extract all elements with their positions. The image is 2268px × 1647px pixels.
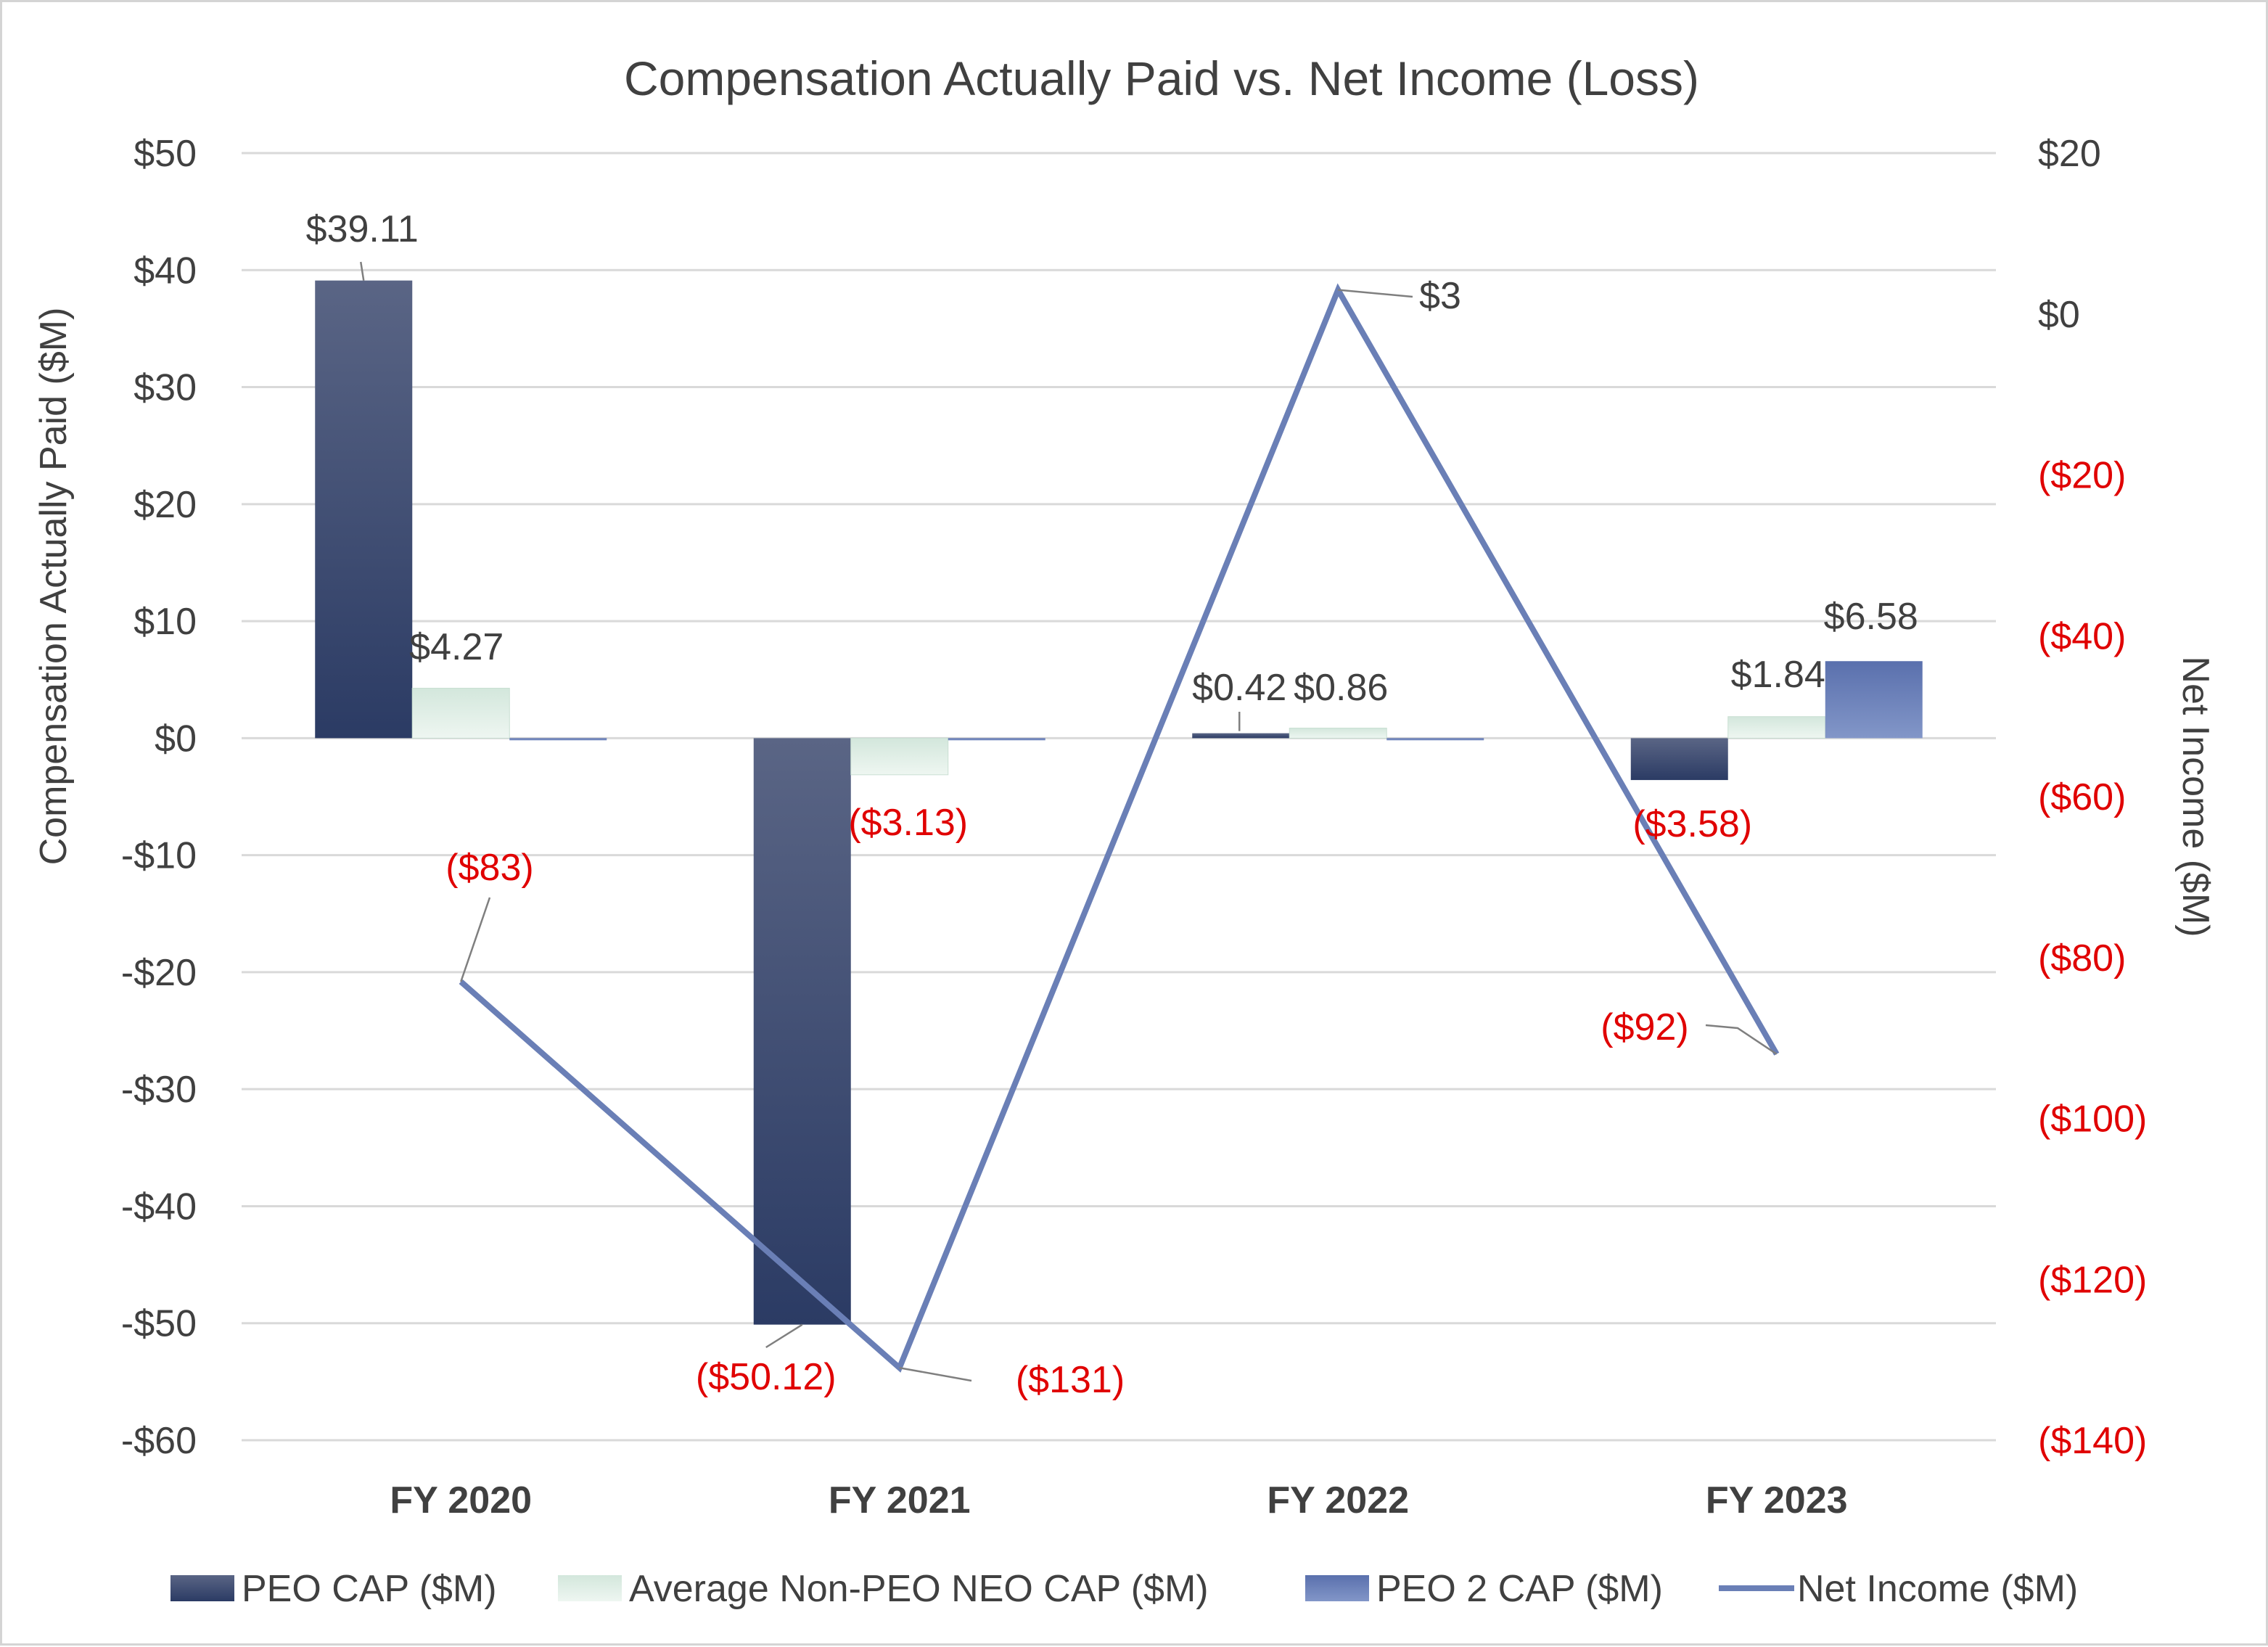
category-label: FY 2021 (829, 1479, 971, 1521)
left-axis-ticks: $50 $40 $30 $20 $10 $0 -$10 -$20 -$30 -$40 -$50 -$6… (121, 133, 197, 1462)
data-label-net-income: $3 (1419, 275, 1461, 317)
left-tick-label: -$50 (121, 1303, 197, 1345)
data-label-net-income: ($83) (445, 847, 533, 889)
left-tick-label: -$30 (121, 1069, 197, 1111)
data-label-non-peo-cap: $1.84 (1731, 654, 1825, 696)
left-tick-label: -$40 (121, 1186, 197, 1228)
leader-line (899, 1366, 972, 1382)
data-label-peo-cap: ($50.12) (696, 1356, 837, 1398)
label-leader-lines (360, 261, 1778, 1382)
leader-line (360, 261, 365, 281)
right-tick-label: ($140) (2038, 1420, 2147, 1462)
legend-label: PEO CAP ($M) (242, 1568, 497, 1610)
left-axis-title: Compensation Actually Paid ($M) (33, 308, 75, 866)
bars (315, 280, 1923, 1325)
left-tick-label: $20 (133, 484, 197, 526)
legend-swatch-0 (170, 1575, 234, 1601)
data-label-peo-cap: $0.42 (1192, 667, 1286, 709)
legend: PEO CAP ($M) Average Non-PEO NEO CAP ($M)… (170, 1568, 2078, 1610)
bar-peo-cap (1630, 738, 1728, 781)
data-label-non-peo-cap: $0.86 (1294, 667, 1388, 709)
right-tick-label: ($120) (2038, 1259, 2147, 1301)
legend-label: Average Non-PEO NEO CAP ($M) (629, 1568, 1209, 1610)
category-label: FY 2022 (1267, 1479, 1409, 1521)
bar-peo2-cap (1825, 661, 1923, 739)
data-labels: $39.11 ($50.12) $0.42 ($3.58) $4.27 ($3.13) $0… (306, 208, 1918, 1401)
right-tick-label: ($60) (2038, 776, 2126, 818)
bar-peo2-cap (1386, 738, 1484, 741)
data-label-peo-cap: ($3.58) (1632, 803, 1752, 845)
right-tick-label: ($80) (2038, 937, 2126, 979)
leader-line (1338, 289, 1413, 298)
net-income-line-layer (459, 283, 1780, 1373)
left-tick-label: $30 (133, 367, 197, 409)
bar-non-peo-cap (411, 688, 510, 739)
left-tick-label: -$20 (121, 952, 197, 994)
bar-peo-cap (753, 738, 851, 1325)
chart-title: Compensation Actually Paid vs. Net Incom… (624, 52, 1699, 105)
gridlines (242, 152, 1996, 1442)
right-tick-label: ($40) (2038, 615, 2126, 657)
leader-line (460, 897, 491, 982)
right-axis-ticks: $20 $0 ($20) ($40) ($60) ($80) ($100) ($120) ($1… (2038, 133, 2147, 1462)
data-label-net-income: ($131) (1016, 1359, 1125, 1401)
legend-label: PEO 2 CAP ($M) (1376, 1568, 1663, 1610)
leader-line (765, 1323, 803, 1349)
bar-peo-cap (315, 280, 413, 739)
category-label: FY 2023 (1706, 1479, 1848, 1521)
right-tick-label: ($20) (2038, 455, 2126, 497)
data-label-peo-cap: $39.11 (306, 208, 419, 250)
right-tick-label: $0 (2038, 294, 2080, 336)
left-tick-label: $0 (155, 718, 197, 760)
left-tick-label: $10 (133, 601, 197, 643)
right-tick-label: $20 (2038, 133, 2101, 175)
category-labels: FY 2020 FY 2021 FY 2022 FY 2023 (390, 1479, 1847, 1521)
bar-peo2-cap (509, 738, 607, 741)
data-label-net-income: ($92) (1601, 1006, 1688, 1048)
right-axis-title: Net Income ($M) (2174, 656, 2216, 937)
data-label-peo2-cap: $6.58 (1824, 596, 1918, 638)
left-tick-label: -$60 (121, 1420, 197, 1462)
bar-non-peo-cap (850, 737, 949, 776)
bar-non-peo-cap (1727, 716, 1826, 739)
legend-swatch-1 (558, 1575, 622, 1601)
right-tick-label: ($100) (2038, 1098, 2147, 1141)
left-tick-label: $40 (133, 250, 197, 292)
category-label: FY 2020 (390, 1479, 532, 1521)
bar-peo2-cap (948, 738, 1045, 741)
bar-non-peo-cap (1289, 727, 1387, 739)
net-income-line (459, 283, 1780, 1373)
left-tick-label: -$10 (121, 835, 197, 877)
leader-line (1705, 1024, 1778, 1055)
legend-label: Net Income ($M) (1797, 1568, 2078, 1610)
left-tick-label: $50 (133, 133, 197, 175)
bar-peo-cap (1192, 733, 1290, 739)
data-label-non-peo-cap: ($3.13) (848, 802, 968, 844)
data-label-non-peo-cap: $4.27 (409, 626, 504, 668)
legend-swatch-2 (1305, 1575, 1369, 1601)
